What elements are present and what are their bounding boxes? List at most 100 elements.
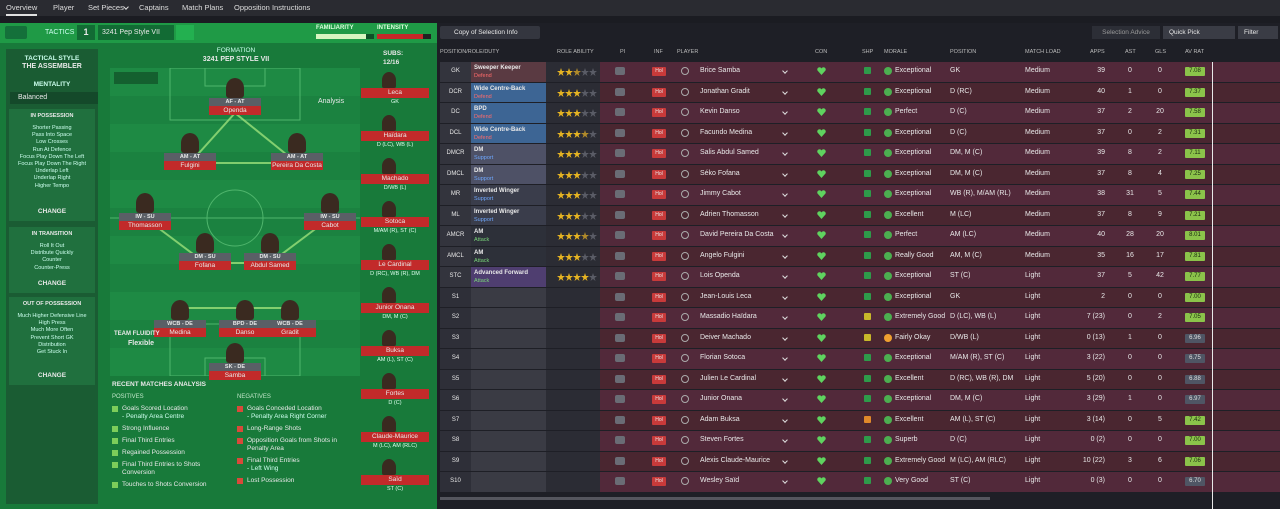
player-name[interactable]: Junior Onana [700, 395, 743, 402]
column-header[interactable]: AST [1125, 49, 1136, 55]
pi-icon[interactable] [615, 415, 625, 424]
pi-icon[interactable] [615, 67, 625, 75]
player-name[interactable]: Lois Openda [700, 272, 740, 279]
player-name[interactable]: Abdul Samed [244, 261, 296, 270]
quick-pick[interactable]: Quick Pick [1163, 26, 1235, 39]
column-header[interactable]: PLAYER [677, 49, 699, 55]
role-cell[interactable]: DM Support [471, 164, 546, 184]
sub-name[interactable]: Machado [361, 174, 429, 184]
sub-name[interactable]: Claude-Maurice [361, 432, 429, 442]
player-name[interactable]: Fofana [179, 261, 231, 270]
add-tactic[interactable] [176, 25, 194, 40]
role-cell[interactable]: Advanced Forward Attack [471, 267, 546, 287]
player-name[interactable]: Deiver Machado [700, 333, 751, 341]
player-name[interactable]: Gradit [264, 328, 316, 337]
player-name[interactable]: Jonathan Gradit [700, 87, 750, 95]
pi-icon[interactable] [615, 477, 625, 485]
player-name[interactable]: Pereira Da Costa [271, 161, 323, 170]
player-name[interactable]: Facundo Medina [700, 128, 753, 136]
column-header[interactable]: MORALE [884, 49, 908, 55]
player-name[interactable]: Adam Buksa [700, 415, 740, 423]
pi-icon[interactable] [615, 292, 625, 301]
pi-icon[interactable] [615, 333, 625, 342]
player-name[interactable]: Kevin Danso [700, 108, 740, 115]
column-header[interactable]: AV RAT [1185, 49, 1205, 55]
pi-icon[interactable] [615, 456, 625, 465]
player-name[interactable]: Massadio Haïdara [700, 313, 757, 320]
role-cell[interactable]: Wide Centre-Back Defend [471, 82, 546, 102]
pi-icon[interactable] [615, 128, 625, 137]
sub-name[interactable]: Haïdara [361, 131, 429, 141]
pi-icon[interactable] [615, 354, 625, 362]
role-cell[interactable]: Wide Centre-Back Defend [471, 123, 546, 143]
pi-icon[interactable] [615, 395, 625, 403]
change-button[interactable]: CHANGE [37, 372, 67, 379]
view-select[interactable]: Copy of Selection Info [440, 26, 540, 39]
player-name[interactable]: Steven Fortes [700, 436, 744, 443]
pi-icon[interactable] [615, 313, 625, 321]
sub-name[interactable]: Junior Onana [361, 303, 429, 313]
sub-name[interactable]: Buksa [361, 346, 429, 356]
player-name[interactable]: Séko Fofana [700, 169, 740, 177]
player-name[interactable]: Florian Sotoca [700, 354, 746, 361]
player-name[interactable]: Openda [209, 106, 261, 115]
player-name[interactable]: Cabot [304, 221, 356, 230]
role-cell[interactable]: AM Attack [471, 246, 546, 266]
sub-name[interactable]: Leca [361, 88, 429, 98]
pi-icon[interactable] [615, 231, 625, 239]
player-name[interactable]: Medina [154, 328, 206, 337]
player-name[interactable]: Salis Abdul Samed [700, 149, 759, 156]
player-name[interactable]: Alexis Claude-Maurice [700, 456, 771, 464]
column-header[interactable]: MATCH LOAD [1025, 49, 1061, 55]
player-name[interactable]: Brice Samba [700, 67, 741, 74]
column-header[interactable]: PI [620, 49, 626, 55]
sub-name[interactable]: Le Cardinal [361, 260, 429, 270]
change-button[interactable]: CHANGE [37, 280, 67, 287]
pi-icon[interactable] [615, 108, 625, 116]
pi-icon[interactable] [615, 87, 625, 96]
style-name[interactable]: THE ASSEMBLER [22, 63, 82, 70]
tab[interactable]: Match Plans [182, 3, 224, 12]
column-header[interactable]: POSITION [950, 49, 977, 55]
pi-icon[interactable] [615, 374, 625, 383]
tab[interactable]: Captains [139, 3, 169, 12]
tab[interactable]: Set Pieces [88, 3, 124, 12]
column-header[interactable]: GLS [1155, 49, 1167, 55]
player-name[interactable]: Danso [219, 328, 271, 337]
column-header[interactable]: CON [815, 49, 828, 55]
change-button[interactable]: CHANGE [37, 208, 67, 215]
analysis-title[interactable]: RECENT MATCHES ANALYSIS [112, 381, 207, 388]
role-cell[interactable]: Inverted Winger Support [471, 205, 546, 225]
role-cell[interactable]: Inverted Winger Support [471, 185, 546, 205]
role-cell[interactable]: BPD Defend [471, 103, 546, 123]
pi-icon[interactable] [615, 190, 625, 198]
tactic-select[interactable]: 3241 Pep Style VII [98, 25, 174, 40]
tab[interactable]: Player [53, 3, 75, 12]
column-header[interactable]: SHP [862, 49, 874, 55]
role-cell[interactable]: DM Support [471, 144, 546, 164]
advice-button[interactable]: Selection Advice [1092, 26, 1160, 39]
player-name[interactable]: Angelo Fulgini [700, 251, 745, 259]
mentality-select[interactable]: Balanced [10, 92, 98, 104]
analysis-button[interactable]: Analysis [318, 98, 345, 105]
pi-icon[interactable] [615, 169, 625, 178]
collapse-button[interactable] [5, 26, 27, 39]
column-header[interactable]: ROLE ABILITY [557, 49, 594, 55]
pi-icon[interactable] [615, 272, 625, 280]
filter-button[interactable]: Filter [1238, 26, 1278, 39]
formation-name[interactable]: 3241 PEP STYLE VII [202, 56, 270, 63]
role-cell[interactable]: AM Attack [471, 226, 546, 246]
player-name[interactable]: Fulgini [164, 161, 216, 170]
player-name[interactable]: Jean-Louis Leca [700, 292, 752, 300]
column-header[interactable]: INF [654, 49, 663, 55]
player-name[interactable]: Wesley Saïd [700, 477, 740, 484]
sub-name[interactable]: Saïd [361, 475, 429, 485]
tab[interactable]: Opposition Instructions [234, 3, 311, 12]
player-name[interactable]: Samba [209, 371, 261, 380]
player-name[interactable]: Thomasson [119, 221, 171, 230]
player-name[interactable]: Jimmy Cabot [700, 190, 741, 197]
sub-name[interactable]: Sotoca [361, 217, 429, 227]
player-name[interactable]: Julien Le Cardinal [700, 374, 757, 382]
pi-icon[interactable] [615, 436, 625, 444]
role-cell[interactable]: Sweeper Keeper Defend [471, 62, 546, 82]
